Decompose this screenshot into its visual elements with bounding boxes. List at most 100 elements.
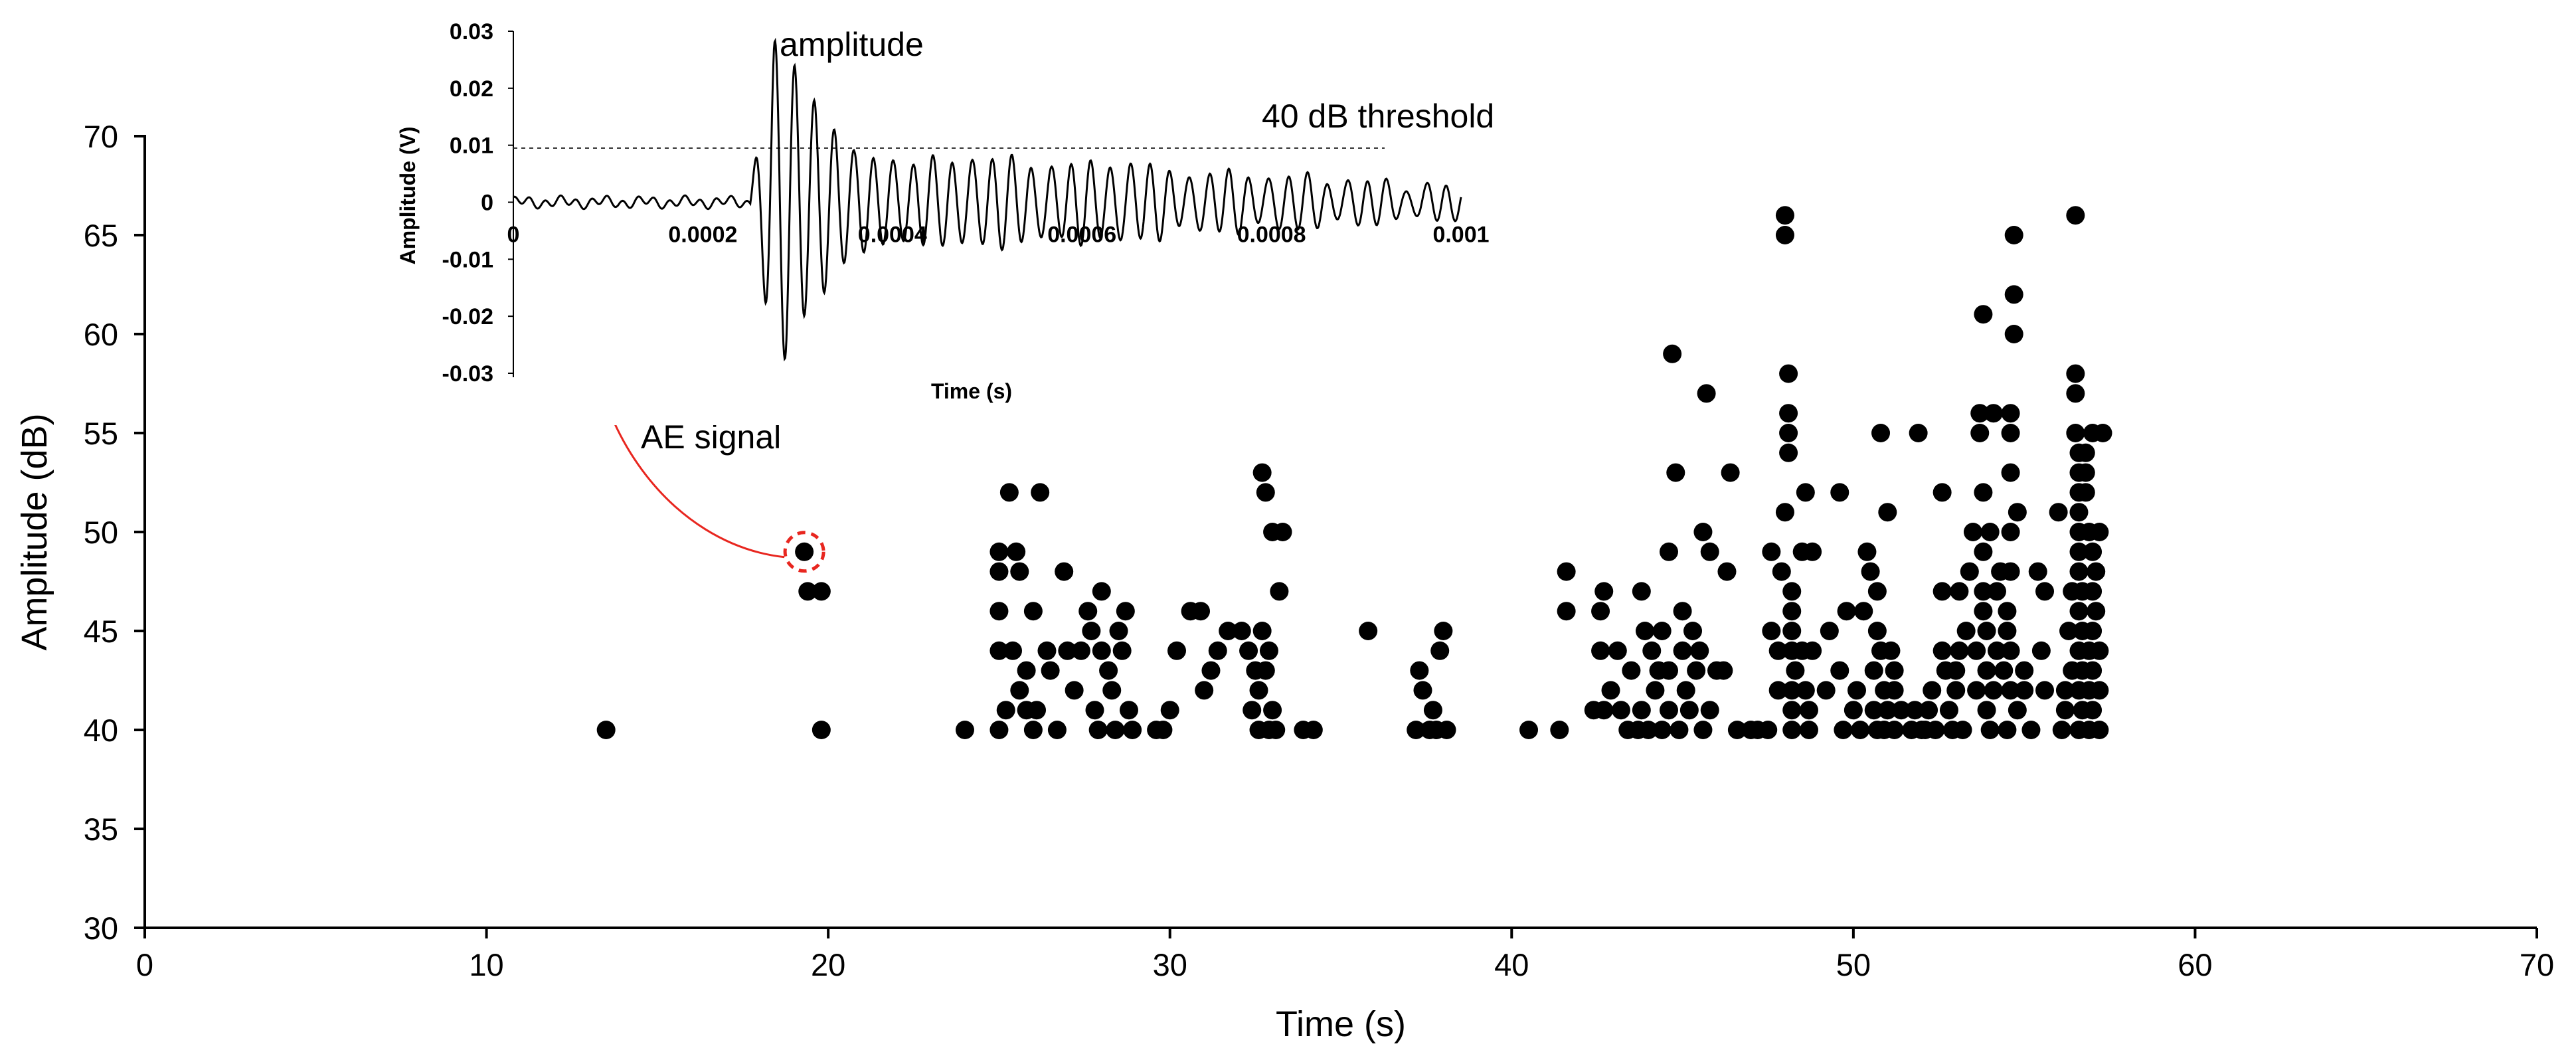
data-point [1249, 681, 1268, 700]
data-point [1031, 483, 1050, 502]
data-point [989, 721, 1009, 739]
data-point [1208, 641, 1227, 660]
data-point [1782, 701, 1802, 720]
data-point [1622, 661, 1641, 680]
data-point [1687, 661, 1706, 680]
data-point [1830, 483, 1849, 502]
data-point [1799, 721, 1818, 739]
data-point [1252, 622, 1272, 640]
data-point [1974, 602, 1993, 621]
data-point [1867, 622, 1887, 640]
data-point [1304, 721, 1323, 739]
data-point [1027, 701, 1047, 720]
data-point [1926, 721, 1945, 739]
data-point [1041, 661, 1060, 680]
data-point [1977, 661, 1996, 680]
data-point [1273, 523, 1292, 541]
data-point [1867, 582, 1887, 601]
data-point [1974, 582, 1993, 601]
data-point [1998, 622, 2017, 640]
data-point [1116, 602, 1135, 621]
data-point [1037, 641, 1057, 660]
data-point [1844, 701, 1863, 720]
data-point [2069, 503, 2089, 522]
main-x-tick-label: 70 [2520, 947, 2554, 982]
inset-x-tick-label: 0.0004 [858, 222, 927, 248]
data-point [1977, 622, 1996, 640]
data-point [1693, 523, 1713, 541]
data-point [2090, 681, 2109, 700]
inset-x-tick-label: 0.0002 [668, 222, 737, 248]
data-point [1663, 344, 1682, 363]
data-point [2076, 443, 2095, 462]
data-point [2083, 701, 2103, 720]
data-point [1714, 661, 1733, 680]
data-point [1693, 721, 1713, 739]
data-point [2001, 562, 2020, 581]
data-point [1987, 641, 2006, 660]
data-point [1994, 661, 2014, 680]
main-y-axis-label: Amplitude (dB) [15, 413, 54, 650]
data-point [1974, 483, 1993, 502]
data-point [1970, 424, 1990, 442]
data-point [1047, 721, 1067, 739]
data-point [1762, 542, 1781, 561]
data-point [1119, 701, 1138, 720]
data-point [1639, 721, 1658, 739]
data-point [1652, 622, 1672, 640]
data-point [1683, 622, 1703, 640]
data-point [1932, 483, 1952, 502]
data-point [2069, 562, 2089, 581]
main-x-axis-label: Time (s) [1276, 1004, 1406, 1044]
data-point [2001, 424, 2020, 442]
data-point [1003, 641, 1023, 660]
data-point [1998, 721, 2017, 739]
data-point [955, 721, 974, 739]
data-point [1167, 641, 1187, 660]
data-point [1266, 721, 1286, 739]
data-point [2090, 523, 2109, 541]
data-point [1697, 384, 1716, 403]
data-point [1219, 622, 1238, 640]
data-point [2001, 463, 2020, 482]
data-point [1919, 701, 1938, 720]
data-point [1909, 424, 1928, 442]
highlight-ring [783, 531, 825, 573]
data-point [989, 641, 1009, 660]
data-point [1410, 661, 1429, 680]
main-y-tick-label: 65 [84, 218, 118, 253]
data-point [1065, 681, 1084, 700]
data-point [2066, 364, 2085, 383]
data-point [1092, 641, 1111, 660]
main-data-points [596, 206, 2112, 739]
data-point [1007, 542, 1026, 561]
data-point [2076, 483, 2095, 502]
data-point [1160, 701, 1179, 720]
data-point [1652, 721, 1672, 739]
data-point [1700, 701, 1719, 720]
data-point [1878, 503, 1897, 522]
data-point [1963, 523, 1982, 541]
data-point [812, 721, 831, 739]
data-point [1023, 721, 1043, 739]
data-point [2090, 721, 2109, 739]
data-point [1939, 701, 1958, 720]
data-point [1608, 641, 1627, 660]
data-point [1759, 721, 1778, 739]
data-point [1727, 721, 1747, 739]
data-point [1779, 404, 1798, 423]
main-x-tick-label: 50 [1836, 947, 1871, 982]
data-point [1263, 701, 1282, 720]
inset-x-tick-label: 0.0008 [1237, 222, 1306, 248]
data-point [1779, 364, 1798, 383]
data-point [1861, 562, 1880, 581]
data-point [2076, 463, 2095, 482]
data-point [1799, 701, 1818, 720]
data-point [1721, 463, 1740, 482]
data-point [2090, 641, 2109, 660]
data-point [1782, 582, 1802, 601]
data-point [1690, 641, 1709, 660]
data-point [1984, 681, 2003, 700]
data-point [1871, 424, 1891, 442]
